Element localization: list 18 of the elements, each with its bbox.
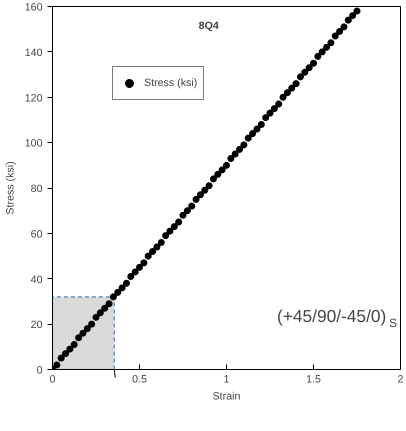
x-tick-label: 0 (50, 374, 56, 386)
text: 8Q4 (198, 20, 219, 32)
y-tick-label: 120 (24, 92, 43, 104)
y-tick-label: 40 (30, 274, 43, 286)
y-tick-label: 20 (30, 319, 43, 332)
y-tick-label: 100 (24, 138, 43, 150)
y-tick-label: 0 (36, 364, 43, 376)
legend-label: Stress (ksi) (144, 77, 198, 89)
y-tick-label: 60 (30, 228, 43, 240)
y-axis-title: Stress (ksi) (4, 161, 17, 215)
x-tick-label: 1 (224, 374, 230, 386)
y-tick-label: 140 (24, 46, 43, 59)
x-tick-label: 0.5 (132, 374, 147, 386)
y-tick-label: 80 (30, 183, 43, 195)
x-tick-label: 1.5 (306, 374, 321, 386)
x-tick-label: 2 (398, 374, 404, 386)
y-tick-label: 160 (24, 2, 43, 14)
x-axis-title: Strain (212, 390, 240, 402)
